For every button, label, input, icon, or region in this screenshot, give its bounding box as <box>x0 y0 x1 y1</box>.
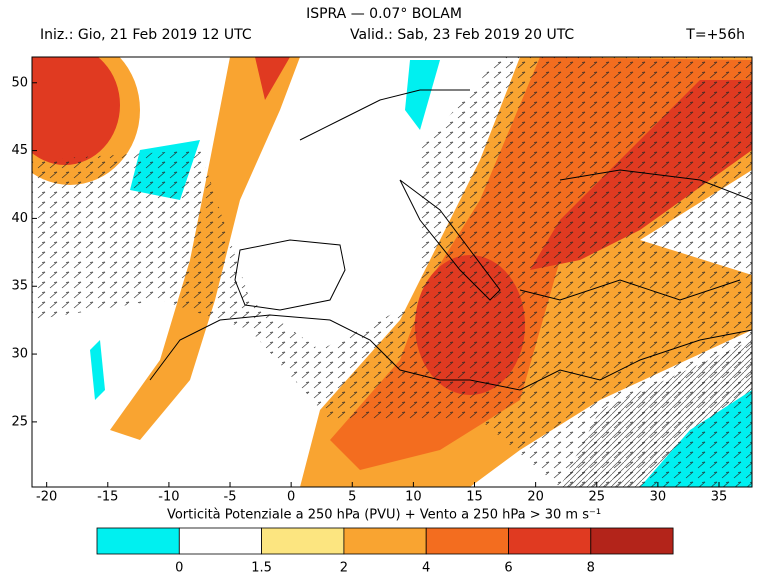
y-tick-label: 30 <box>11 347 28 362</box>
colorbar-label: 0 <box>175 561 183 576</box>
map-frame <box>31 56 753 488</box>
y-tick-label: 50 <box>11 75 28 90</box>
y-tick-label: 40 <box>11 211 28 226</box>
y-tick-label: 45 <box>11 143 28 158</box>
x-tick-label: -5 <box>224 490 237 505</box>
x-tick-label: 10 <box>405 490 422 505</box>
colorbar-box <box>261 527 345 555</box>
colorbar-box <box>96 527 180 555</box>
colorbar-label: 8 <box>587 561 595 576</box>
colorbar-label: 6 <box>504 561 512 576</box>
caption: Vorticità Potenziale a 250 hPa (PVU) + V… <box>167 508 601 523</box>
colorbar-label: 2 <box>340 561 348 576</box>
x-tick-label: 35 <box>711 490 728 505</box>
x-tick-label: -10 <box>158 490 179 505</box>
map-title: ISPRA — 0.07° BOLAM <box>306 6 462 22</box>
lead-time: T=+56h <box>685 27 745 43</box>
colorbar-box <box>343 527 427 555</box>
colorbar-box <box>508 527 592 555</box>
x-tick-label: 15 <box>466 490 483 505</box>
colorbar-box <box>178 527 263 555</box>
map-area <box>32 57 752 487</box>
x-tick-label: 5 <box>348 490 356 505</box>
colorbar-label: 4 <box>422 561 430 576</box>
valid-time: Valid.: Sab, 23 Feb 2019 20 UTC <box>350 27 574 43</box>
y-tick-label: 25 <box>11 414 28 429</box>
colorbar-box <box>590 527 674 555</box>
colorbar-label: 1.5 <box>251 561 272 576</box>
colorbar-box <box>425 527 509 555</box>
x-tick-label: 20 <box>527 490 544 505</box>
x-tick-label: 0 <box>287 490 295 505</box>
y-tick-label: 35 <box>11 279 28 294</box>
x-tick-label: -15 <box>97 490 118 505</box>
x-tick-label: 30 <box>650 490 667 505</box>
x-tick-label: -20 <box>36 490 57 505</box>
x-tick-label: 25 <box>588 490 605 505</box>
init-time: Iniz.: Gio, 21 Feb 2019 12 UTC <box>40 27 252 43</box>
